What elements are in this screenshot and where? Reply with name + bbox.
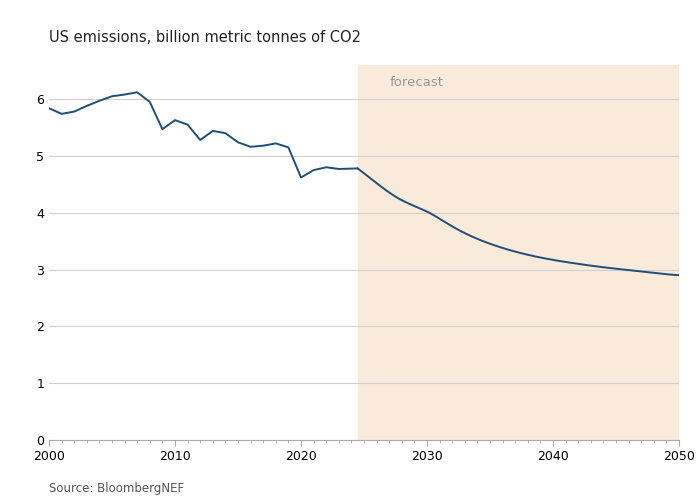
Text: Source: BloombergNEF: Source: BloombergNEF — [49, 482, 184, 495]
Text: US emissions, billion metric tonnes of CO2: US emissions, billion metric tonnes of C… — [49, 30, 361, 45]
Bar — [358, 65, 692, 440]
Text: forecast: forecast — [389, 76, 443, 88]
